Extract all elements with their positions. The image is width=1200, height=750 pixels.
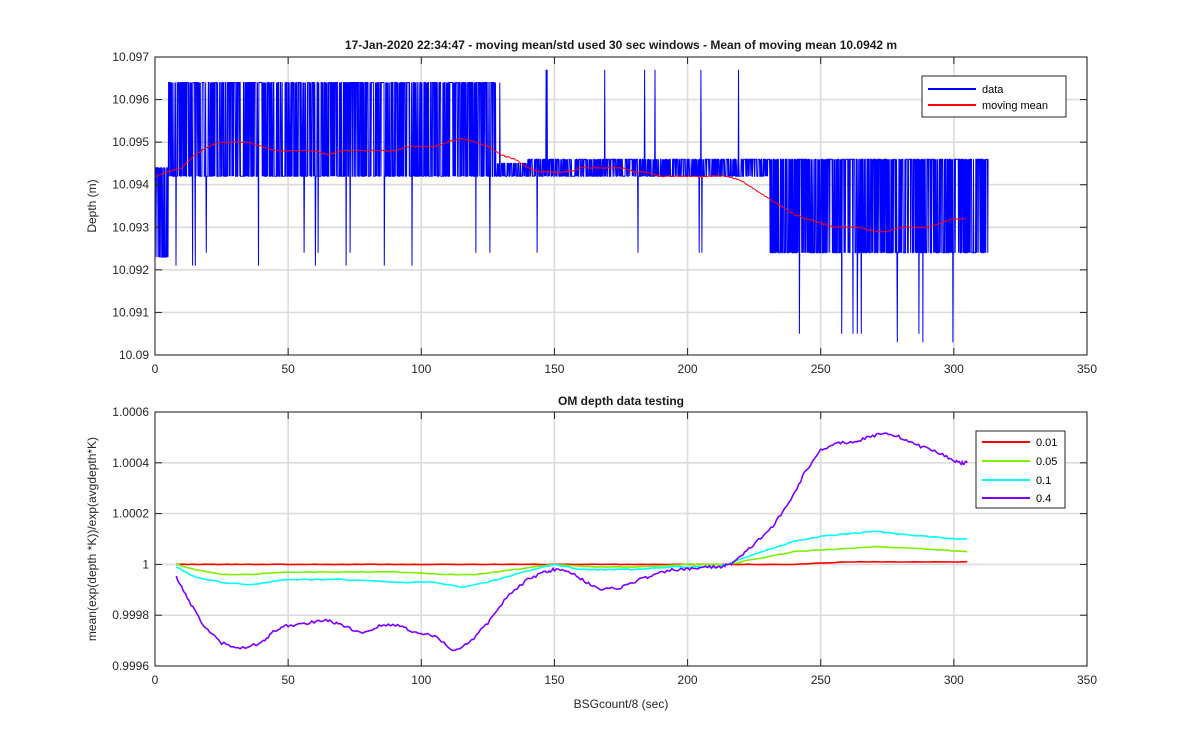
om-xtick-label: 0 (152, 673, 159, 687)
om-xtick-label: 150 (544, 673, 564, 687)
om-ytick-label: 1.0006 (112, 405, 149, 419)
series-moving-mean-line (154, 137, 967, 233)
legend-label-001: 0.01 (1036, 437, 1057, 449)
depth-chart-axes-box (154, 56, 1088, 356)
depth-ytick-label: 10.095 (112, 135, 149, 149)
om-xtick-label: 350 (1077, 673, 1097, 687)
depth-xtick-label: 150 (544, 362, 564, 376)
depth-ytick-label: 10.093 (112, 220, 149, 234)
series-01-line (175, 530, 968, 589)
om-chart-legend: 0.01 0.05 0.1 0.4 (975, 430, 1066, 509)
legend-label-04: 0.4 (1036, 493, 1051, 505)
om-chart-panel: 0 50 100 150 200 250 300 350 0.9996 0.9998 1 1.0002… (85, 394, 1097, 711)
depth-ytick-label: 10.096 (112, 93, 149, 107)
om-chart-series (175, 432, 968, 652)
depth-ytick-label: 10.09 (119, 348, 149, 362)
depth-chart-legend: data moving mean (921, 75, 1067, 118)
depth-ytick-label: 10.097 (112, 50, 149, 64)
depth-ytick-label: 10.091 (112, 305, 149, 319)
om-xtick-label: 50 (281, 673, 295, 687)
depth-chart-panel: 0 50 100 150 200 250 300 350 10.09 10.091 10.092 10… (85, 38, 1097, 376)
depth-xtick-label: 200 (678, 362, 698, 376)
om-xtick-label: 250 (811, 673, 831, 687)
series-data-line (154, 69, 989, 343)
depth-xtick-label: 300 (944, 362, 964, 376)
depth-xtick-label: 0 (152, 362, 159, 376)
series-04-line (175, 432, 968, 652)
legend-label-moving-mean: moving mean (982, 100, 1048, 112)
series-001-line (176, 560, 968, 566)
legend-label-data: data (982, 84, 1004, 96)
depth-chart-series (154, 69, 989, 343)
om-ytick-label: 0.9996 (112, 659, 149, 673)
om-chart-title: OM depth data testing (558, 394, 684, 408)
depth-chart-ticks: 0 50 100 150 200 250 300 350 10.09 10.091 10.092 10… (112, 50, 1097, 376)
om-xtick-label: 300 (944, 673, 964, 687)
depth-xtick-label: 350 (1077, 362, 1097, 376)
om-xtick-label: 200 (678, 673, 698, 687)
om-chart-axes-box (154, 411, 1088, 667)
om-ytick-label: 1 (142, 557, 149, 571)
legend-label-005: 0.05 (1036, 456, 1057, 468)
legend-label-01: 0.1 (1036, 475, 1051, 487)
depth-chart-ylabel: Depth (m) (85, 179, 99, 232)
depth-ytick-label: 10.094 (112, 178, 149, 192)
depth-ytick-label: 10.092 (112, 263, 149, 277)
om-ytick-label: 0.9998 (112, 608, 149, 622)
om-chart-ylabel: mean(exp(depth *K))/exp(avgdepth*K) (85, 437, 99, 641)
depth-xtick-label: 250 (811, 362, 831, 376)
om-chart-xlabel: BSGcount/8 (sec) (574, 697, 669, 711)
depth-xtick-label: 100 (411, 362, 431, 376)
om-chart-ticks: 0 50 100 150 200 250 300 350 0.9996 0.9998 1 1.0002… (112, 405, 1097, 687)
depth-xtick-label: 50 (281, 362, 295, 376)
om-xtick-label: 100 (411, 673, 431, 687)
depth-chart-title: 17-Jan-2020 22:34:47 - moving mean/std u… (345, 38, 897, 52)
om-ytick-label: 1.0004 (112, 456, 149, 470)
om-ytick-label: 1.0002 (112, 507, 149, 521)
